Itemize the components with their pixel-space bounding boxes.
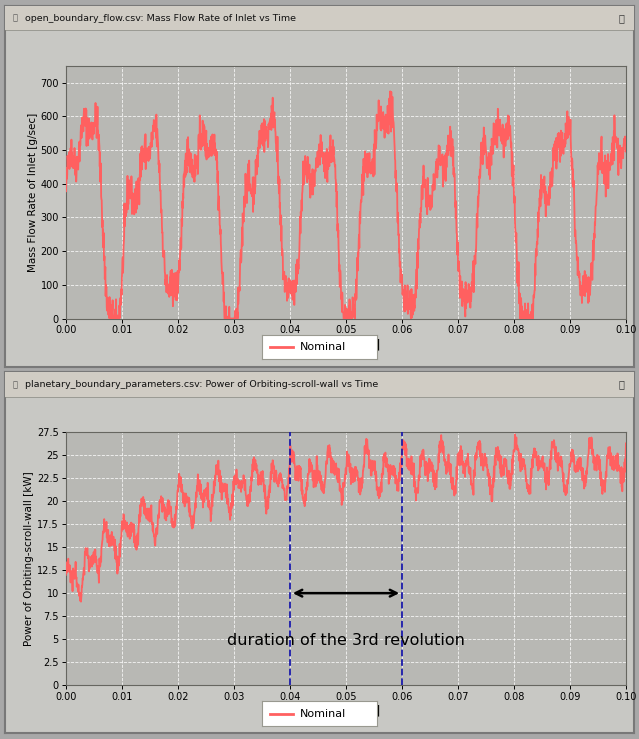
- Bar: [5, 6, 634, 30]
- Text: ⤢: ⤢: [619, 380, 624, 389]
- Bar: [5, 372, 634, 397]
- X-axis label: Time [sec]: Time [sec]: [311, 705, 381, 718]
- Text: ⬜: ⬜: [13, 380, 18, 389]
- Y-axis label: Power of Orbiting-scroll-wall [kW]: Power of Orbiting-scroll-wall [kW]: [24, 471, 35, 646]
- X-axis label: Time [sec]: Time [sec]: [311, 338, 381, 351]
- Text: open_boundary_flow.csv: Mass Flow Rate of Inlet vs Time: open_boundary_flow.csv: Mass Flow Rate o…: [25, 13, 296, 23]
- Text: ⬜: ⬜: [13, 13, 18, 23]
- Y-axis label: Mass Flow Rate of Inlet [g/sec]: Mass Flow Rate of Inlet [g/sec]: [27, 112, 38, 272]
- Text: Nominal: Nominal: [300, 342, 346, 352]
- Text: ⤢: ⤢: [619, 13, 624, 23]
- Text: duration of the 3rd revolution: duration of the 3rd revolution: [227, 633, 465, 648]
- Text: Nominal: Nominal: [300, 709, 346, 718]
- Text: planetary_boundary_parameters.csv: Power of Orbiting-scroll-wall vs Time: planetary_boundary_parameters.csv: Power…: [25, 380, 378, 389]
